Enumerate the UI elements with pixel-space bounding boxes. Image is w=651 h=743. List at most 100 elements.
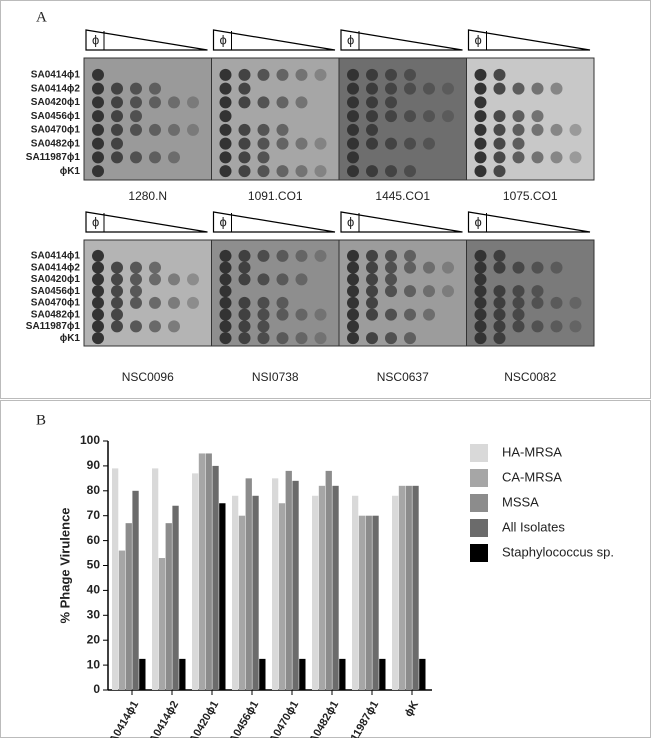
plaque-spot (111, 320, 123, 333)
plaque-spot (442, 110, 454, 123)
plaque-spot (423, 285, 435, 298)
panel-label: A (36, 9, 47, 25)
y-tick-label: 80 (87, 483, 101, 497)
plaque-spot (493, 165, 506, 178)
legend-swatch (470, 469, 488, 487)
plaque-spot (92, 123, 104, 136)
bar (325, 470, 332, 690)
plaque-spot (404, 261, 416, 274)
bar (292, 480, 299, 690)
y-tick-label: 60 (87, 533, 101, 547)
plaque-spot (238, 96, 251, 109)
plate-image (211, 239, 340, 347)
dilution-triangle (85, 29, 208, 51)
bar (332, 485, 339, 690)
legend-swatch (470, 494, 488, 512)
plaque-spot (314, 137, 327, 150)
plaque-spot (111, 110, 123, 123)
y-axis-label: % Phage Virulence (57, 507, 72, 623)
plaque-spot (92, 261, 104, 274)
plaque-spot (493, 261, 506, 274)
plaque-spot (347, 261, 359, 274)
plaque-spot (474, 273, 487, 286)
bar (139, 658, 146, 690)
legend-label: HA-MRSA (502, 444, 562, 459)
plaque-spot (531, 296, 544, 309)
plaque-spot (531, 320, 544, 333)
plaque-spot (366, 137, 378, 150)
plaque-spot (474, 123, 487, 136)
plaque-spot (276, 308, 289, 321)
plaque-spot (366, 273, 378, 286)
phage-label: SA11987ϕ1 (26, 321, 81, 332)
plaque-spot (130, 273, 142, 286)
plaque-spot (149, 123, 161, 136)
plaque-spot (111, 151, 123, 164)
plaque-spot (385, 165, 397, 178)
phage-label: SA0482ϕ1 (31, 138, 81, 149)
plaque-spot (238, 151, 251, 164)
bar (312, 495, 319, 690)
plaque-spot (493, 332, 506, 345)
plaque-spot (385, 110, 397, 123)
bar (365, 515, 372, 690)
plaque-spot (550, 296, 563, 309)
dilution-triangle (340, 29, 463, 51)
plaque-spot (257, 68, 270, 81)
plaque-spot (130, 123, 142, 136)
plaque-spot (569, 296, 582, 309)
phage-label: SA0414ϕ2 (31, 262, 81, 273)
bar (198, 453, 206, 690)
plaque-spot (295, 137, 308, 150)
plaque-spot (92, 137, 104, 150)
strain-label: NSC0082 (504, 370, 556, 384)
strain-label: 1445.CO1 (375, 189, 430, 203)
plaque-spot (149, 151, 161, 164)
plaque-spot (187, 123, 199, 136)
plaque-spot (219, 285, 232, 298)
plaque-spot (219, 68, 232, 81)
plaque-spot (219, 137, 232, 150)
y-tick-label: 40 (87, 583, 101, 597)
plaque-spot (423, 137, 435, 150)
plaque-spot (474, 285, 487, 298)
plaque-spot (149, 96, 161, 109)
bar (205, 453, 212, 690)
plaque-spot (238, 308, 251, 321)
plaque-spot (219, 332, 232, 345)
plaque-spot (92, 332, 104, 345)
legend-label: All Isolates (502, 519, 565, 534)
plaque-spot (219, 296, 232, 309)
plaque-spot (149, 82, 161, 95)
bar (172, 505, 179, 690)
plaque-spot (276, 165, 289, 178)
plaque-spot (531, 82, 544, 95)
plaque-spot (474, 261, 487, 274)
plaque-spot (474, 249, 487, 262)
plaque-spot (238, 261, 251, 274)
plaque-spot (149, 273, 161, 286)
legend-label: MSSA (502, 494, 539, 509)
plaque-spot (92, 110, 104, 123)
plaque-spot (366, 285, 378, 298)
phi-symbol: ϕ (92, 32, 99, 47)
plaque-spot (238, 249, 251, 262)
plaque-spot (111, 137, 123, 150)
bar (219, 503, 226, 690)
bar (252, 495, 259, 690)
plaque-spot (92, 165, 104, 178)
plaque-spot (257, 320, 270, 333)
plaque-spot (257, 165, 270, 178)
plaque-spot (111, 82, 123, 95)
plaque-spot (366, 308, 378, 321)
plaque-spot (130, 96, 142, 109)
plaque-spot (219, 123, 232, 136)
bar (285, 470, 292, 690)
y-tick-label: 10 (87, 657, 101, 671)
plaque-spot (92, 249, 104, 262)
plaque-spot (531, 285, 544, 298)
bar (318, 485, 326, 690)
plaque-spot (347, 110, 359, 123)
phage-label: SA0470ϕ1 (31, 125, 81, 136)
bar (358, 515, 366, 690)
